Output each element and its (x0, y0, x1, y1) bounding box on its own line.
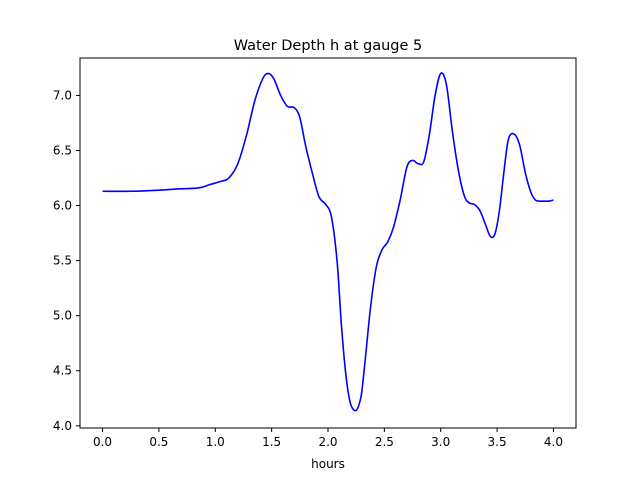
chart-title: Water Depth h at gauge 5 (234, 38, 422, 54)
y-tick-label: 5.0 (53, 309, 72, 323)
x-tick-label: 1.5 (262, 435, 281, 449)
y-tick-label: 4.5 (53, 364, 72, 378)
y-tick-label: 4.0 (53, 419, 72, 433)
x-tick-label: 0.0 (93, 435, 112, 449)
y-tick-label: 7.0 (53, 88, 72, 102)
x-tick-label: 1.0 (206, 435, 225, 449)
x-tick-label: 3.5 (488, 435, 507, 449)
y-tick-label: 6.5 (53, 144, 72, 158)
y-tick-label: 6.0 (53, 199, 72, 213)
x-axis: 0.0 0.5 1.0 1.5 2.0 2.5 3.0 3.5 4.0 (93, 428, 563, 449)
x-tick-label: 2.5 (375, 435, 394, 449)
x-axis-label: hours (311, 457, 345, 471)
y-axis: 4.0 4.5 5.0 5.5 6.0 6.5 7.0 (53, 88, 80, 433)
x-tick-label: 2.0 (318, 435, 337, 449)
series-line (102, 72, 554, 412)
x-tick-label: 0.5 (149, 435, 168, 449)
plot-area (80, 58, 576, 428)
x-tick-label: 4.0 (544, 435, 563, 449)
x-tick-label: 3.0 (431, 435, 450, 449)
y-tick-label: 5.5 (53, 254, 72, 268)
series-layer (102, 72, 554, 412)
